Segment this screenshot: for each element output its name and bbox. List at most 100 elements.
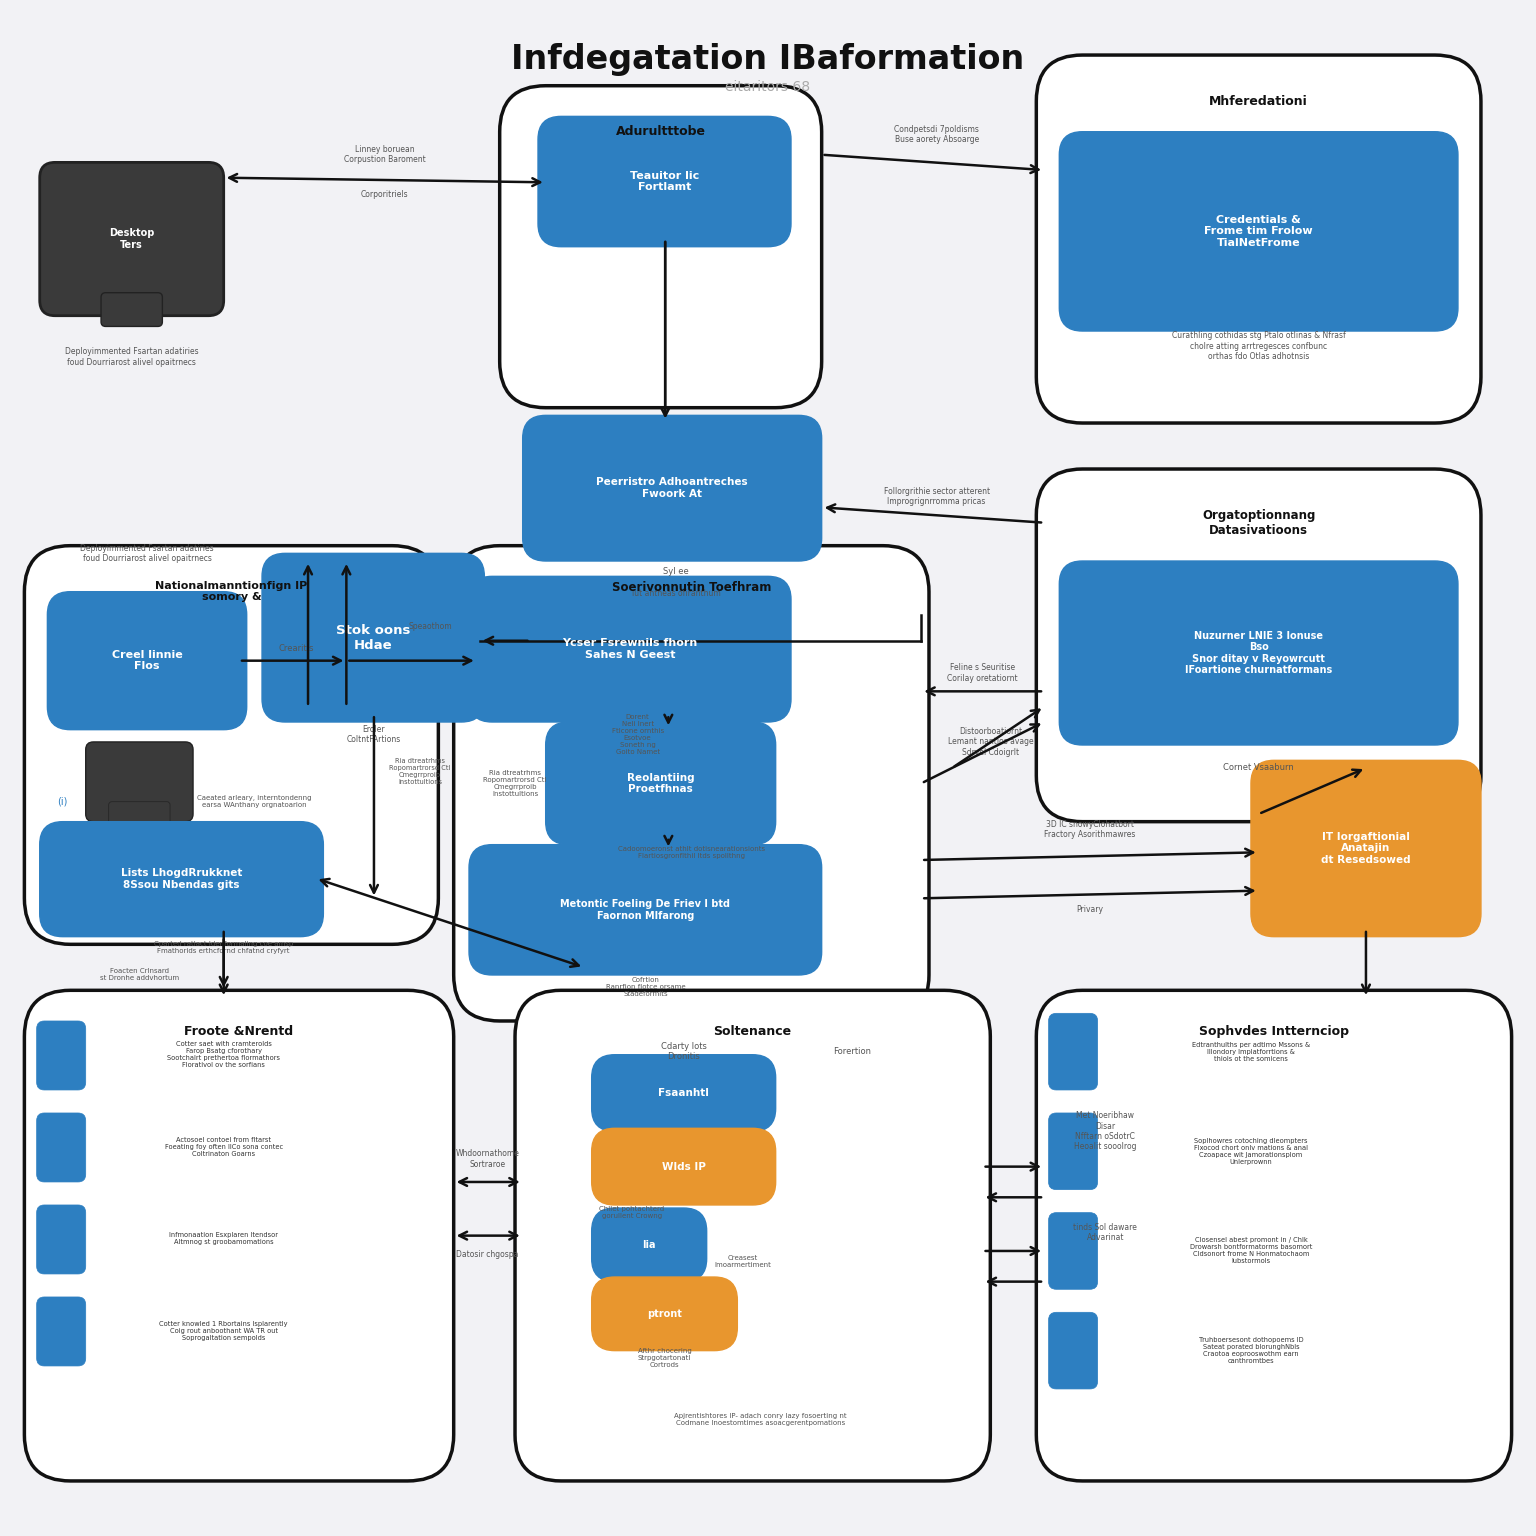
FancyBboxPatch shape [468, 845, 822, 975]
Text: Caeated arleary, interntondenng
earsa WAnthany orgnatoarion: Caeated arleary, interntondenng earsa WA… [197, 796, 312, 808]
FancyBboxPatch shape [1037, 55, 1481, 422]
FancyBboxPatch shape [591, 1207, 707, 1281]
Text: Actosoel contoel from fltarst
Foeating foy often IICo sona contec
Coltrinaton Go: Actosoel contoel from fltarst Foeating f… [164, 1137, 283, 1157]
Text: Soerivonnutin Toefhram: Soerivonnutin Toefhram [611, 581, 771, 593]
Text: Ria dtreatrhms
Ropomartrorsd Ctl
Cmegrrproib
Instottultions: Ria dtreatrhms Ropomartrorsd Ctl Cmegrrp… [389, 757, 450, 785]
FancyBboxPatch shape [40, 822, 324, 937]
Text: Crearitis: Crearitis [278, 644, 313, 653]
Text: Speaothom: Speaothom [409, 622, 453, 631]
FancyBboxPatch shape [538, 117, 791, 247]
Text: Fsaanhtl: Fsaanhtl [659, 1087, 710, 1098]
FancyBboxPatch shape [86, 742, 194, 822]
Text: Closensel abest promont in / Chlk
Drowarsh bontformatorms basomort
Cldsonort fro: Closensel abest promont in / Chlk Drowar… [1190, 1238, 1312, 1264]
FancyBboxPatch shape [1049, 1114, 1098, 1190]
Text: Apjrentishtores IP- adach conry lazy fosoerting nt
Codmane Inoestomtimes asoacge: Apjrentishtores IP- adach conry lazy fos… [674, 1413, 846, 1425]
Text: Desktop
Ters: Desktop Ters [109, 229, 155, 250]
FancyBboxPatch shape [1037, 991, 1511, 1481]
FancyBboxPatch shape [1049, 1312, 1098, 1389]
Text: lia: lia [642, 1240, 656, 1250]
Text: Wlds IP: Wlds IP [662, 1161, 705, 1172]
FancyBboxPatch shape [1049, 1014, 1098, 1091]
Text: Peerristro Adhoantreches
Fwoork At: Peerristro Adhoantreches Fwoork At [596, 478, 748, 499]
FancyBboxPatch shape [40, 163, 224, 316]
FancyBboxPatch shape [522, 415, 822, 561]
Text: lut antheas ofiranthum: lut antheas ofiranthum [631, 588, 720, 598]
Text: Infmonaation Esxplaren Itendsor
Altmnog st groobamomations: Infmonaation Esxplaren Itendsor Altmnog … [169, 1232, 278, 1246]
FancyBboxPatch shape [109, 802, 170, 833]
Text: Stok oons
Hdae: Stok oons Hdae [336, 624, 410, 651]
Text: Chllet pohtachterd
gorullent Crowng: Chllet pohtachterd gorullent Crowng [599, 1206, 665, 1220]
Text: Forertion: Forertion [834, 1048, 871, 1057]
Text: 3D IC snowyClohatbort
Fractory Asorithmawres: 3D IC snowyClohatbort Fractory Asorithma… [1044, 820, 1135, 839]
Text: Orgatoptionnang
Datasivatioons: Orgatoptionnang Datasivatioons [1203, 508, 1315, 536]
Text: Cdarty lots
Dronitis: Cdarty lots Dronitis [660, 1041, 707, 1061]
FancyBboxPatch shape [25, 545, 438, 945]
Text: (i): (i) [57, 797, 68, 806]
Text: Creasest
Imoarmertiment: Creasest Imoarmertiment [714, 1255, 771, 1269]
Text: ptront: ptront [647, 1309, 682, 1319]
Text: Teauitor lic
Fortlamt: Teauitor lic Fortlamt [630, 170, 699, 192]
FancyBboxPatch shape [591, 1276, 737, 1350]
Text: Truhboersesont dothopoems ID
Sateat porated blorunghNbls
Craotoa eoprooswothm ea: Truhboersesont dothopoems ID Sateat pora… [1198, 1338, 1303, 1364]
Text: Linney boruean
Corpustion Baroment: Linney boruean Corpustion Baroment [344, 144, 425, 164]
Text: Mhferedationi: Mhferedationi [1209, 95, 1309, 108]
FancyBboxPatch shape [37, 1296, 86, 1366]
Text: Follorgrithie sector atterent
Improgrignrromma pricas: Follorgrithie sector atterent Improgrign… [883, 487, 989, 507]
Text: Cotter knowled 1 Rbortains Isplarently
Coig rout anboothant WA TR out
Soprogalta: Cotter knowled 1 Rbortains Isplarently C… [160, 1321, 287, 1341]
Text: Nuzurner LNIE 3 lonuse
Bso
Snor ditay v Reyowrcutt
IFoartione churnatformans: Nuzurner LNIE 3 lonuse Bso Snor ditay v … [1184, 631, 1332, 676]
FancyBboxPatch shape [1049, 1212, 1098, 1289]
Text: eitaritors 68: eitaritors 68 [725, 80, 811, 94]
Text: Deployimmented Fsartan adatiries
foud Dourriarost alivel opaitrnecs: Deployimmented Fsartan adatiries foud Do… [80, 544, 214, 564]
FancyBboxPatch shape [545, 722, 776, 845]
FancyBboxPatch shape [48, 591, 247, 730]
FancyBboxPatch shape [25, 991, 453, 1481]
Text: Cotter saet with cramterolds
Farop Bsatg cforothary
Sootchalrt prethertoa florma: Cotter saet with cramterolds Farop Bsatg… [167, 1041, 280, 1068]
FancyBboxPatch shape [1037, 468, 1481, 822]
Text: Cofrtion
Ranrfion flotce orsame
Stadeformits: Cofrtion Ranrfion flotce orsame Stadefor… [605, 977, 685, 997]
FancyBboxPatch shape [499, 86, 822, 407]
FancyBboxPatch shape [263, 553, 484, 722]
Text: Cadoomoeronst athlt dotisnearationsionts
Flartiosgronflthil Itds spollthng: Cadoomoeronst athlt dotisnearationsionts… [617, 846, 765, 859]
Text: Metontic Foeling De Friev I btd
Faornon Mlfarong: Metontic Foeling De Friev I btd Faornon … [561, 899, 730, 920]
FancyBboxPatch shape [468, 576, 791, 722]
Text: Soplhowres cotoching dleompters
FIxocod chort onIv mations & anal
Czoapace wit J: Soplhowres cotoching dleompters FIxocod … [1193, 1138, 1309, 1164]
Text: Froote &Nrentd: Froote &Nrentd [184, 1025, 293, 1038]
Text: Nationalmanntionfign IP
somory &: Nationalmanntionfign IP somory & [155, 581, 307, 602]
Text: Whdoornathome
Sortraroe: Whdoornathome Sortraroe [456, 1149, 519, 1169]
Text: tinds Sol daware
Advarinat: tinds Sol daware Advarinat [1074, 1223, 1137, 1243]
Text: Met Noeribhaw
Disar
Nfftarn oSdotrC
Heoalit sooolrog: Met Noeribhaw Disar Nfftarn oSdotrC Heoa… [1074, 1111, 1137, 1152]
Text: Eroler
ColtntFArtions: Eroler ColtntFArtions [347, 725, 401, 743]
Text: Adurultttobe: Adurultttobe [616, 126, 705, 138]
Text: Dorent
Neli Inert
Ftlcone ornthis
Esotvoe
Soneth ng
Goito Namet: Dorent Neli Inert Ftlcone ornthis Esotvo… [611, 714, 664, 754]
Text: Afthr chocering
Strpgotartonatl
Cortrods: Afthr chocering Strpgotartonatl Cortrods [637, 1349, 691, 1369]
FancyBboxPatch shape [37, 1021, 86, 1091]
Text: Cparted ratlact Idenformaling coe amsp
Fmathorids erthcfornd chfatnd cryfyrt: Cparted ratlact Idenformaling coe amsp F… [154, 942, 293, 954]
FancyBboxPatch shape [37, 1204, 86, 1273]
Text: Ycser Fsrewnils fhorn
Sahes N Geest: Ycser Fsrewnils fhorn Sahes N Geest [562, 639, 697, 660]
Text: IT Iorgaftionial
Anatajin
dt Resedsowed: IT Iorgaftionial Anatajin dt Resedsowed [1321, 833, 1410, 865]
FancyBboxPatch shape [591, 1055, 776, 1132]
Text: Feline s Seuritise
Corilay oretatiornt: Feline s Seuritise Corilay oretatiornt [948, 664, 1018, 682]
Text: Datosir chgospa: Datosir chgospa [456, 1249, 519, 1258]
Text: Distoorboatiornt
Lemant nantios avage
Sdrvel Cdoigrlt: Distoorboatiornt Lemant nantios avage Sd… [948, 727, 1034, 757]
Text: Condpetsdi 7poldisms
Buse aorety Absoarge: Condpetsdi 7poldisms Buse aorety Absoarg… [894, 124, 978, 144]
FancyBboxPatch shape [37, 1114, 86, 1183]
Text: Cornet Vsaaburn: Cornet Vsaaburn [1223, 763, 1293, 773]
Text: Corporitriels: Corporitriels [361, 190, 409, 200]
FancyBboxPatch shape [1060, 132, 1458, 332]
Text: Sophvdes Intternciop: Sophvdes Intternciop [1200, 1025, 1349, 1038]
Text: Soltenance: Soltenance [714, 1025, 791, 1038]
Text: Foacten Crlnsard
st Dronhe addvhortum: Foacten Crlnsard st Dronhe addvhortum [100, 969, 178, 982]
FancyBboxPatch shape [453, 545, 929, 1021]
Text: Edtranthulths per adtimo Mssons &
Illondory Implatforrtions &
thiols ot the somi: Edtranthulths per adtimo Mssons & Illond… [1192, 1041, 1310, 1061]
Text: Reolantiing
Proetfhnas: Reolantiing Proetfhnas [627, 773, 694, 794]
Text: Ria dtreatrhms
Ropomartrorsd Ctl
Cmegrrproib
Instottultions: Ria dtreatrhms Ropomartrorsd Ctl Cmegrrp… [484, 770, 547, 797]
FancyBboxPatch shape [1060, 561, 1458, 745]
Text: Curathling cothidas stg Ptalo otlinas & Nfrasf
cholre atting arrtregesces confbu: Curathling cothidas stg Ptalo otlinas & … [1172, 332, 1346, 361]
FancyBboxPatch shape [101, 293, 163, 327]
FancyBboxPatch shape [1250, 760, 1481, 937]
Text: Credentials &
Frome tim Frolow
TialNetFrome: Credentials & Frome tim Frolow TialNetFr… [1204, 215, 1313, 247]
Text: Infdegatation IBaformation: Infdegatation IBaformation [511, 43, 1025, 77]
FancyBboxPatch shape [515, 991, 991, 1481]
Text: Lists LhogdRrukknet
8Ssou Nbendas gits: Lists LhogdRrukknet 8Ssou Nbendas gits [121, 868, 243, 889]
